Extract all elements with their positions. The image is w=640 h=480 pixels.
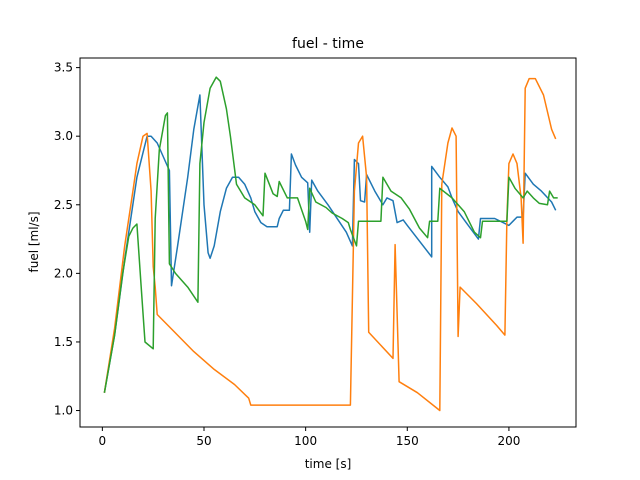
x-axis: 0 50 100 150 200 <box>99 427 520 448</box>
x-tick-label: 0 <box>99 434 107 448</box>
chart-title: fuel - time <box>292 36 364 52</box>
y-tick-label: 2.0 <box>54 266 73 280</box>
plot-frame <box>79 57 577 428</box>
series-line-1 <box>103 94 557 393</box>
x-tick-label: 200 <box>497 434 520 448</box>
y-axis-label: fuel [ml/s] <box>27 211 41 272</box>
series-line-2 <box>103 77 557 412</box>
y-tick-label: 2.5 <box>54 198 73 212</box>
y-axis: 1.0 1.5 2.0 2.5 3.0 3.5 <box>54 61 80 418</box>
series-layer <box>103 76 558 412</box>
x-tick-label: 150 <box>396 434 419 448</box>
y-tick-label: 3.5 <box>54 61 73 75</box>
y-tick-label: 3.0 <box>54 129 73 143</box>
x-axis-label: time [s] <box>305 457 352 471</box>
x-tick-label: 100 <box>294 434 317 448</box>
x-tick-label: 50 <box>196 434 211 448</box>
series-line-3 <box>103 76 558 393</box>
y-tick-label: 1.5 <box>54 335 73 349</box>
y-tick-label: 1.0 <box>54 404 73 418</box>
